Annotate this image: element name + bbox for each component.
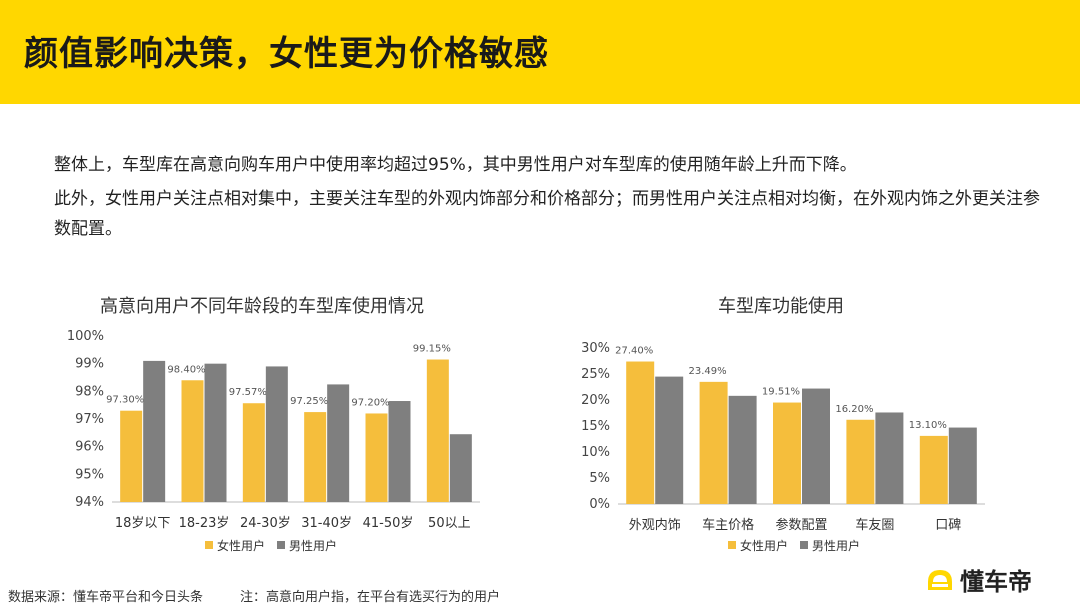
chart-2-data-label-4: 13.10% <box>909 420 947 431</box>
chart-1-bar-male-0 <box>143 360 166 502</box>
intro-line-2: 此外，女性用户关注点相对集中，主要关注车型的外观内饰部分和价格部分；而男性用户关… <box>54 189 1040 239</box>
chart-1-bar-female-5 <box>426 359 449 502</box>
chart-2-ytick-3: 15% <box>581 419 610 434</box>
intro-text: 整体上，车型库在高意向购车用户中使用率均超过95%，其中男性用户对车型库的使用随… <box>54 150 1044 248</box>
chart-2-legend-swatch-1 <box>800 541 808 549</box>
chart-1-xtick-1: 18-23岁 <box>179 516 230 531</box>
chart-2-title: 车型库功能使用 <box>718 296 844 317</box>
chart-1-ytick-4: 98% <box>75 384 104 399</box>
chart-1-ytick-0: 94% <box>75 495 104 510</box>
chart-1-bar-female-2 <box>242 403 265 502</box>
chart-1-xtick-5: 50以上 <box>428 516 471 531</box>
chart-2-bar-male-1 <box>728 395 757 504</box>
chart-1-ytick-2: 96% <box>75 440 104 455</box>
chart-2-legend-swatch-0 <box>728 541 736 549</box>
definition-note: 注：高意向用户指，在平台有选买行为的用户 <box>240 590 501 605</box>
chart-2-bar-male-4 <box>948 427 977 504</box>
chart-2-ytick-6: 30% <box>581 341 610 356</box>
brand-logo: 懂车帝 <box>924 560 1064 600</box>
chart-2-data-label-3: 16.20% <box>835 404 873 415</box>
chart-2-data-label-2: 19.51% <box>762 387 800 398</box>
chart-1-legend-label-0: 女性用户 <box>217 538 265 553</box>
chart-2-bar-male-2 <box>802 388 830 504</box>
chart-1-legend-label-1: 男性用户 <box>289 538 337 553</box>
chart-1-bar-male-2 <box>265 366 288 502</box>
chart-2-bar-female-2 <box>773 402 801 504</box>
chart-2-legend-label-1: 男性用户 <box>812 538 860 553</box>
chart-1-ytick-1: 95% <box>75 467 104 482</box>
chart-1-bar-female-1 <box>181 380 204 502</box>
chart-2-bar-female-3 <box>846 419 875 504</box>
chart-1-bar-female-3 <box>304 412 327 502</box>
chart-1-bar-female-4 <box>365 413 388 502</box>
chart-1-ytick-5: 99% <box>75 357 104 372</box>
chart-1-legend-swatch-1 <box>277 541 285 549</box>
chart-2-data-label-0: 27.40% <box>615 346 653 357</box>
chart-1-xtick-4: 41-50岁 <box>363 516 414 531</box>
chart-1-ytick-3: 97% <box>75 412 104 427</box>
chart-2-ytick-1: 5% <box>589 471 610 486</box>
chart-2-bar-female-0 <box>626 361 655 504</box>
chart-1-legend-swatch-0 <box>205 541 213 549</box>
chart-1-bar-male-3 <box>327 384 350 502</box>
chart-1-bar-male-5 <box>449 434 472 502</box>
chart-1-data-label-4: 97.20% <box>351 397 389 408</box>
chart-2-ytick-0: 0% <box>589 497 610 512</box>
chart-2-bar-female-4 <box>919 435 948 504</box>
chart-2-legend-label-0: 女性用户 <box>740 538 788 553</box>
chart-2-xtick-1: 车主价格 <box>702 517 754 533</box>
brand-name: 懂车帝 <box>960 568 1032 596</box>
source-note: 数据来源：懂车帝平台和今日头条 <box>8 590 204 605</box>
chart-1-xtick-0: 18岁以下 <box>115 516 171 531</box>
chart-1-bar-female-0 <box>120 410 143 502</box>
chart-2-bar-female-1 <box>699 381 728 504</box>
chart-1-title: 高意向用户不同年龄段的车型库使用情况 <box>100 296 424 317</box>
intro-line-1: 整体上，车型库在高意向购车用户中使用率均超过95%，其中男性用户对车型库的使用随… <box>54 155 857 175</box>
chart-2-xtick-2: 参数配置 <box>775 517 827 533</box>
chart-1-data-label-1: 98.40% <box>167 364 205 375</box>
chart-2-xtick-4: 口碑 <box>935 517 961 533</box>
chart-1-bar-male-4 <box>388 401 411 502</box>
chart-1-data-label-3: 97.25% <box>290 396 328 407</box>
chart-2-xtick-3: 车友圈 <box>855 517 894 533</box>
chart-2-ytick-4: 20% <box>581 393 610 408</box>
chart-2-xtick-0: 外观内饰 <box>629 517 681 533</box>
chart-2-bar-male-3 <box>875 412 904 504</box>
chart-1-data-label-2: 97.57% <box>229 387 267 398</box>
chart-1-xtick-2: 24-30岁 <box>240 516 291 531</box>
chart-1-data-label-0: 97.30% <box>106 395 144 406</box>
chart-1-data-label-5: 99.15% <box>413 344 451 355</box>
chart-2-ytick-2: 10% <box>581 445 610 460</box>
page-title: 颜值影响决策，女性更为价格敏感 <box>24 34 549 74</box>
chart-2-bar-male-0 <box>655 376 684 504</box>
chart-1-ytick-6: 100% <box>67 329 104 344</box>
car-logo-icon <box>928 570 952 590</box>
chart-2-data-label-1: 23.49% <box>689 366 727 377</box>
chart-2-ytick-5: 25% <box>581 367 610 382</box>
chart-1-xtick-3: 31-40岁 <box>301 516 352 531</box>
chart-1-bar-male-1 <box>204 363 227 502</box>
header-banner: 颜值影响决策，女性更为价格敏感 <box>0 0 1080 104</box>
